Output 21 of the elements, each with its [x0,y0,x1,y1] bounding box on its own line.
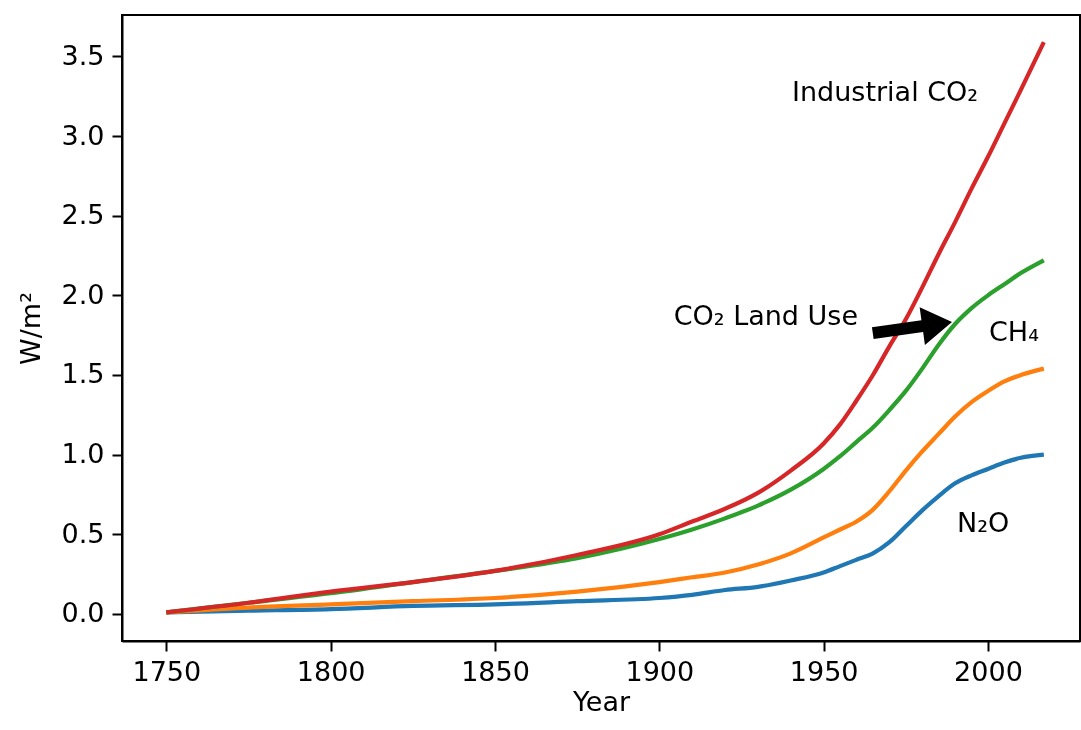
x-tick-label: 1950 [789,655,859,687]
y-tick-label: 1.5 [61,358,105,390]
line-series [164,39,1046,615]
y-tick-label: 2.5 [61,199,105,231]
y-tick-label: 3.0 [61,119,105,151]
x-tick-label: 2000 [954,655,1023,687]
x-tick-label: 1900 [625,655,695,687]
x-tick-label: 1850 [461,655,530,687]
annotation: Industrial CO₂ [792,76,979,107]
y-tick-label: 3.5 [61,39,105,71]
y-tick-label: 1.0 [61,438,105,470]
y-tick-label: 2.0 [61,278,105,310]
annotation: N₂O [957,507,1010,538]
annotation: CH₄ [989,316,1039,347]
y-tick-label: 0.5 [61,517,105,549]
y-axis-title: W/m² [14,292,46,365]
annotation: CO₂ Land Use [673,300,858,331]
x-axis-title: Year [571,685,631,717]
x-tick-label: 1750 [132,655,202,687]
x-tick-label: 1800 [296,655,366,687]
y-tick-label: 0.0 [61,597,105,629]
